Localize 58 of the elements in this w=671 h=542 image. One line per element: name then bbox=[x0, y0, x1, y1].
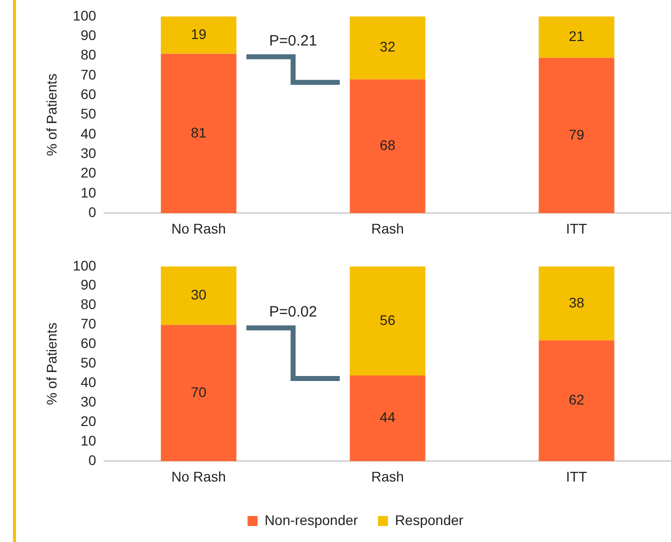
bar bbox=[350, 16, 426, 80]
y-tick-label: 30 bbox=[80, 394, 96, 410]
legend-label: Responder bbox=[394, 512, 464, 528]
y-tick-label: 70 bbox=[80, 316, 96, 332]
y-tick-label: 90 bbox=[80, 276, 96, 293]
annotation: P=0.21 bbox=[269, 32, 318, 50]
data-label: 68 bbox=[380, 137, 396, 154]
y-tick-label: 70 bbox=[80, 66, 96, 82]
y-tick-label: 10 bbox=[80, 184, 96, 200]
y-axis-title: % of Patients bbox=[43, 74, 60, 156]
data-label: 21 bbox=[568, 28, 585, 44]
bar bbox=[350, 79, 426, 214]
y-tick-label: 60 bbox=[80, 335, 96, 352]
y-tick-label: 100 bbox=[72, 257, 96, 274]
y-tick-label: 10 bbox=[80, 432, 96, 449]
y-tick-label: 40 bbox=[80, 374, 96, 390]
data-label: 62 bbox=[568, 392, 585, 408]
legend-label: Non-responder bbox=[264, 512, 358, 528]
x-tick-label: No Rash bbox=[171, 220, 226, 236]
bar bbox=[538, 16, 614, 58]
y-tick-label: 80 bbox=[80, 46, 96, 63]
data-label: 81 bbox=[190, 124, 207, 140]
y-tick-label: 50 bbox=[80, 354, 96, 371]
bar bbox=[538, 340, 614, 462]
y-tick-label: 20 bbox=[80, 164, 96, 181]
data-label: 32 bbox=[380, 38, 396, 55]
bar bbox=[160, 54, 236, 214]
bar bbox=[160, 266, 236, 325]
data-label: 38 bbox=[568, 294, 585, 310]
x-tick-label: ITT bbox=[566, 220, 588, 236]
y-tick-label: 100 bbox=[72, 7, 96, 24]
y-tick-label: 20 bbox=[80, 413, 96, 430]
x-tick-label: ITT bbox=[566, 468, 588, 484]
annotation: P=0.02 bbox=[269, 303, 318, 320]
bar bbox=[350, 266, 426, 376]
y-axis-title: % of Patients bbox=[43, 322, 60, 406]
data-label: 56 bbox=[380, 312, 396, 328]
y-tick-label: 80 bbox=[80, 296, 96, 312]
x-tick-label: Rash bbox=[371, 220, 404, 236]
y-tick-label: 30 bbox=[80, 145, 96, 162]
data-label: 79 bbox=[568, 126, 585, 142]
y-tick-label: 0 bbox=[88, 204, 96, 220]
bar bbox=[538, 266, 614, 340]
data-label: 44 bbox=[380, 409, 396, 426]
data-label: 30 bbox=[190, 286, 207, 302]
y-tick-label: 90 bbox=[80, 26, 96, 43]
y-tick-label: 0 bbox=[88, 452, 96, 468]
data-label: 19 bbox=[190, 26, 207, 42]
bar bbox=[160, 16, 236, 54]
bar bbox=[160, 324, 236, 462]
x-tick-label: No Rash bbox=[171, 468, 226, 484]
x-tick-label: Rash bbox=[371, 468, 404, 484]
data-label: 70 bbox=[190, 384, 207, 400]
bar bbox=[538, 58, 614, 214]
y-tick-label: 40 bbox=[80, 125, 96, 142]
y-tick-label: 50 bbox=[80, 106, 96, 122]
y-tick-label: 60 bbox=[80, 86, 96, 102]
bar bbox=[350, 375, 426, 462]
